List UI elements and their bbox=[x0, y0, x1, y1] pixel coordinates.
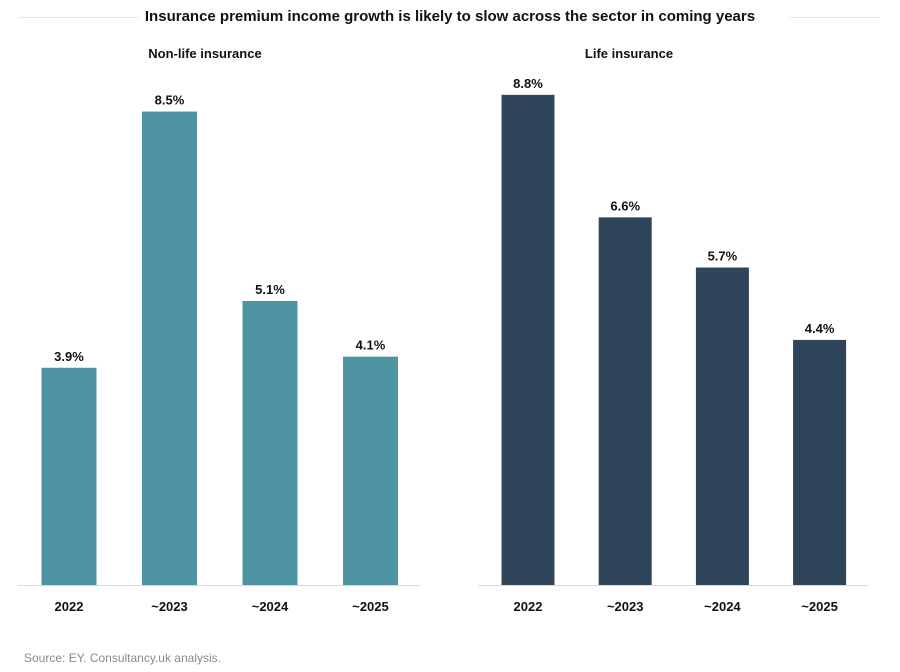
non-life-category-label: ~2025 bbox=[352, 599, 389, 614]
chart-title: Insurance premium income growth is likel… bbox=[144, 8, 756, 25]
non-life-category-label: 2022 bbox=[55, 599, 84, 614]
non-life-bar-2022 bbox=[41, 367, 97, 585]
life-bar-2024 bbox=[695, 267, 749, 585]
life-bar-2025 bbox=[793, 339, 847, 585]
title-rule-left bbox=[18, 17, 138, 18]
life-value-label: 5.7% bbox=[708, 249, 738, 264]
non-life-category-label: ~2023 bbox=[151, 599, 188, 614]
non-life-value-label: 3.9% bbox=[54, 349, 84, 364]
life-category-label: ~2025 bbox=[801, 599, 838, 614]
source-note: Source: EY. Consultancy.uk analysis. bbox=[24, 651, 221, 665]
life-value-label: 6.6% bbox=[610, 198, 640, 213]
non-life-value-label: 5.1% bbox=[255, 282, 285, 297]
non-life-category-label: ~2024 bbox=[252, 599, 289, 614]
life-category-label: 2022 bbox=[514, 599, 543, 614]
life-value-label: 8.8% bbox=[513, 76, 543, 91]
life-bar-2022 bbox=[501, 94, 555, 586]
title-rule-right bbox=[790, 17, 880, 18]
life-category-label: ~2023 bbox=[607, 599, 644, 614]
non-life-bar-2023 bbox=[142, 111, 197, 585]
life-category-label: ~2024 bbox=[704, 599, 741, 614]
non-life-value-label: 4.1% bbox=[356, 338, 386, 353]
non-life-panel-title: Non-life insurance bbox=[148, 46, 261, 61]
life-panel-title: Life insurance bbox=[585, 46, 673, 61]
life-value-label: 4.4% bbox=[805, 321, 835, 336]
non-life-bar-2024 bbox=[242, 300, 298, 585]
non-life-value-label: 8.5% bbox=[155, 93, 185, 108]
non-life-bar-2025 bbox=[343, 356, 398, 585]
life-bar-2023 bbox=[598, 217, 652, 586]
